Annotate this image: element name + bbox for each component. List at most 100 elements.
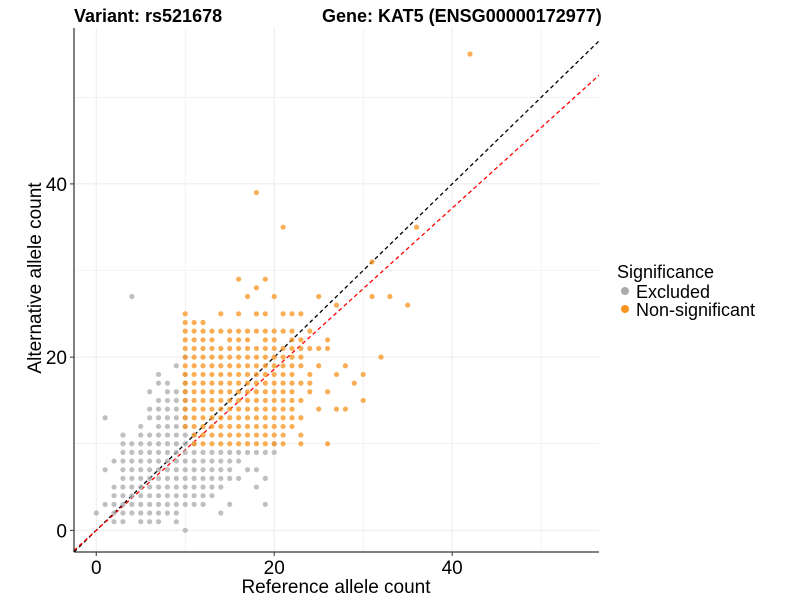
point-excluded	[147, 484, 153, 490]
point-non-significant	[227, 389, 233, 395]
point-non-significant	[280, 363, 286, 369]
point-excluded	[111, 493, 117, 499]
point-excluded	[138, 510, 144, 516]
legend-label-non-significant: Non-significant	[636, 300, 755, 320]
point-non-significant	[236, 389, 242, 395]
point-excluded	[147, 510, 153, 516]
point-non-significant	[209, 354, 215, 360]
point-non-significant	[227, 441, 233, 447]
point-excluded	[253, 484, 260, 490]
point-excluded	[111, 519, 117, 525]
point-excluded	[147, 519, 153, 525]
point-excluded	[120, 519, 126, 525]
point-excluded	[129, 475, 135, 481]
y-tick-label: 20	[46, 348, 67, 369]
point-non-significant	[298, 380, 304, 386]
point-non-significant	[191, 337, 197, 343]
point-non-significant	[342, 406, 348, 412]
point-non-significant	[253, 328, 260, 334]
point-excluded	[173, 449, 179, 455]
point-non-significant	[200, 328, 206, 334]
point-non-significant	[236, 337, 242, 343]
point-non-significant	[191, 432, 197, 438]
point-non-significant	[218, 380, 224, 386]
point-excluded	[155, 449, 162, 455]
point-excluded	[120, 510, 126, 516]
point-non-significant	[262, 371, 268, 378]
point-non-significant	[182, 319, 188, 326]
point-non-significant	[271, 337, 277, 343]
point-non-significant	[271, 354, 277, 360]
point-non-significant	[244, 389, 251, 395]
point-non-significant	[236, 406, 242, 412]
point-non-significant	[218, 441, 224, 447]
point-non-significant	[182, 337, 188, 343]
point-non-significant	[200, 354, 206, 360]
point-non-significant	[253, 423, 260, 430]
point-excluded	[138, 484, 144, 490]
point-excluded	[244, 467, 251, 473]
point-non-significant	[200, 363, 206, 369]
point-non-significant	[271, 397, 277, 404]
point-non-significant	[271, 432, 277, 438]
point-non-significant	[298, 345, 304, 352]
point-excluded	[164, 484, 171, 490]
point-excluded	[209, 493, 215, 499]
point-excluded	[120, 475, 126, 481]
point-excluded	[155, 510, 162, 516]
point-non-significant	[209, 406, 215, 412]
point-excluded	[129, 458, 135, 464]
point-non-significant	[191, 371, 197, 378]
legend-label-excluded: Excluded	[636, 282, 710, 302]
point-non-significant	[262, 337, 268, 343]
point-excluded	[173, 441, 179, 447]
point-non-significant	[262, 441, 268, 447]
point-non-significant	[253, 345, 260, 352]
point-non-significant	[262, 423, 268, 430]
point-non-significant	[227, 397, 233, 404]
point-excluded	[155, 423, 162, 430]
point-non-significant	[369, 259, 375, 265]
point-non-significant	[200, 415, 206, 421]
point-non-significant	[227, 345, 233, 352]
point-excluded	[129, 293, 135, 300]
tick-labels: 0 20 40 0 20 40	[46, 175, 463, 579]
point-non-significant	[298, 363, 304, 369]
point-excluded	[129, 467, 135, 473]
point-non-significant	[289, 311, 295, 317]
point-non-significant	[236, 328, 242, 334]
point-non-significant	[360, 397, 366, 404]
point-excluded	[164, 467, 171, 473]
point-non-significant	[182, 406, 188, 412]
point-excluded	[164, 493, 171, 499]
point-non-significant	[200, 380, 206, 386]
point-non-significant	[182, 397, 188, 404]
point-non-significant	[253, 371, 260, 378]
point-excluded	[209, 475, 215, 481]
point-non-significant	[244, 371, 251, 378]
point-excluded	[147, 501, 153, 507]
point-non-significant	[280, 406, 286, 412]
legend-key-excluded	[621, 287, 629, 295]
point-non-significant	[244, 406, 251, 412]
point-non-significant	[182, 311, 188, 317]
point-non-significant	[227, 406, 233, 412]
point-non-significant	[280, 397, 286, 404]
point-excluded	[200, 493, 206, 499]
point-non-significant	[191, 354, 197, 360]
point-non-significant	[218, 345, 224, 352]
point-non-significant	[342, 363, 348, 369]
point-excluded	[164, 432, 171, 438]
point-excluded	[120, 449, 126, 455]
x-tick-label: 40	[442, 558, 463, 579]
point-non-significant	[325, 337, 331, 343]
point-non-significant	[253, 389, 260, 395]
point-excluded	[209, 458, 215, 464]
point-non-significant	[200, 371, 206, 378]
point-non-significant	[253, 415, 260, 421]
point-non-significant	[236, 397, 242, 404]
point-non-significant	[271, 328, 277, 334]
x-axis-title: Reference allele count	[241, 577, 431, 598]
point-excluded	[164, 389, 171, 395]
point-non-significant	[244, 423, 251, 430]
